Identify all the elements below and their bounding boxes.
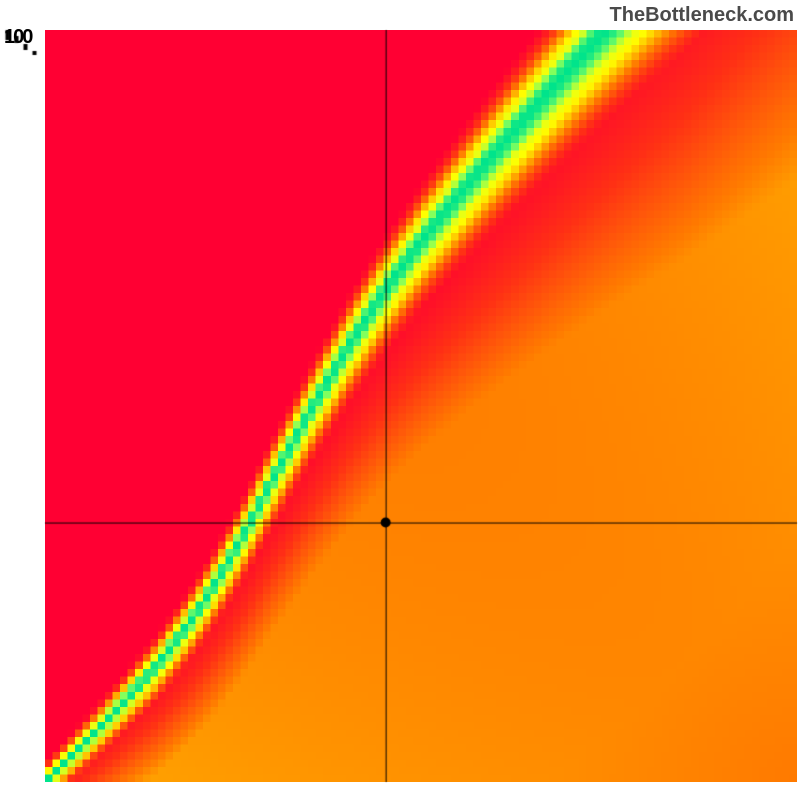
watermark-label: TheBottleneck.com (610, 4, 794, 27)
y-axis-tick-100: 100 (4, 26, 31, 49)
crosshair-overlay (0, 0, 800, 800)
chart-container: { "meta": { "source_label": "TheBottlene… (0, 0, 800, 800)
